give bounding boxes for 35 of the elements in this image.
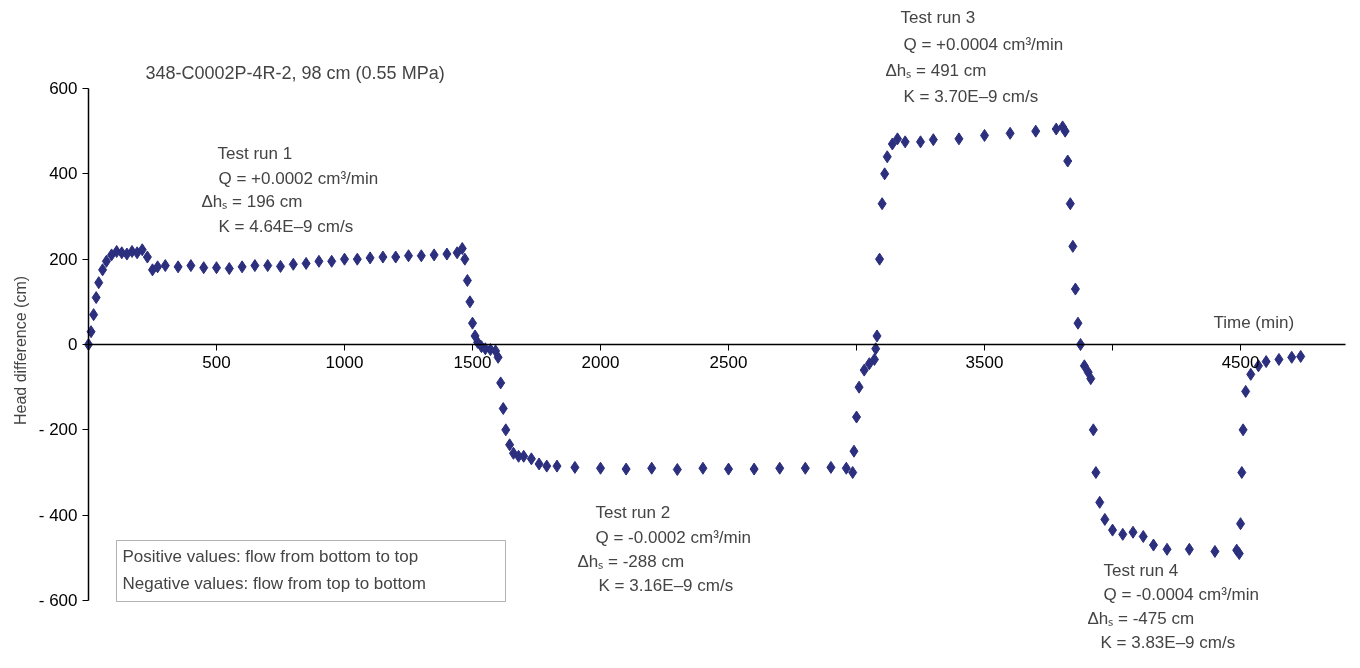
y-tick-label: 400 bbox=[49, 164, 78, 184]
x-tick-label: 1000 bbox=[325, 352, 364, 372]
annotation: Δhₛ = -288 cm bbox=[577, 552, 685, 571]
y-tick-label: - 200 bbox=[38, 420, 78, 440]
x-tick-label: 1500 bbox=[453, 352, 492, 372]
x-tick-label: 2500 bbox=[709, 352, 748, 372]
annotation: Negative values: flow from top to bottom bbox=[122, 574, 426, 593]
annotation: Test run 1 bbox=[217, 144, 293, 163]
text: Q = +0.0004 cm³/min bbox=[903, 35, 1064, 54]
annotation: K = 3.70E–9 cm/s bbox=[903, 87, 1039, 106]
text: K = 3.83E–9 cm/s bbox=[1100, 633, 1236, 652]
y-axis-title: Head difference (cm) bbox=[12, 275, 29, 426]
text: Test run 3 bbox=[900, 8, 976, 27]
y-tick-label: - 600 bbox=[38, 591, 78, 610]
annotation: K = 4.64E–9 cm/s bbox=[218, 217, 354, 236]
annotation: Q = -0.0002 cm³/min bbox=[595, 528, 751, 547]
annotation: K = 3.16E–9 cm/s bbox=[598, 576, 734, 595]
annotation: Q = -0.0004 cm³/min bbox=[1103, 585, 1259, 604]
x-tick-label: 4500 bbox=[1221, 352, 1260, 372]
annotation: Positive values: flow from bottom to top bbox=[122, 547, 419, 566]
y-tick-label: 0 bbox=[68, 335, 78, 354]
y-tick-label: - 400 bbox=[38, 505, 78, 525]
x-axis-title: Time (min) bbox=[1213, 313, 1295, 332]
text: Δhₛ = 491 cm bbox=[885, 61, 987, 80]
annotation: Δhₛ = 196 cm bbox=[201, 192, 303, 211]
annotation: Test run 2 bbox=[595, 503, 671, 522]
y-tick-label: 600 bbox=[49, 79, 78, 98]
x-tick-label: 3500 bbox=[965, 352, 1004, 372]
text: Δhₛ = -475 cm bbox=[1087, 609, 1195, 628]
x-tick-label: 2000 bbox=[581, 352, 620, 372]
annotation: Test run 4 bbox=[1103, 561, 1179, 580]
annotation: Q = +0.0002 cm³/min bbox=[218, 169, 379, 188]
chart-title: 348-C0002P-4R-2, 98 cm (0.55 MPa) bbox=[145, 62, 445, 83]
y-tick-label: 200 bbox=[49, 249, 78, 269]
x-tick-label: 500 bbox=[202, 352, 231, 372]
